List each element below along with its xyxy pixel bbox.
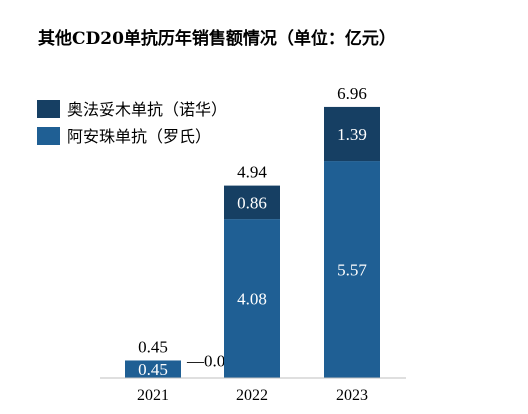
bar-2022-series-0 xyxy=(224,219,280,378)
x-tick-2022: 2022 xyxy=(236,387,268,404)
x-tick-2021: 2021 xyxy=(137,387,169,404)
bar-2023-series-0 xyxy=(324,161,380,378)
data-label-2021-series-0: 0.45 xyxy=(138,360,168,379)
total-label-2021: 0.45 xyxy=(138,337,168,356)
legend: 奥法妥木单抗（诺华） 阿安珠单抗（罗氏） xyxy=(37,100,227,146)
data-label-2023-series-1: 1.39 xyxy=(337,125,367,144)
legend-swatch-series-1 xyxy=(37,100,60,118)
legend-label-series-0: 阿安珠单抗（罗氏） xyxy=(67,127,211,146)
bar-2021-series-0 xyxy=(125,360,181,378)
legend-label-series-1: 奥法妥木单抗（诺华） xyxy=(67,100,227,119)
x-tick-2023: 2023 xyxy=(336,387,368,404)
chart-title: 其他CD20单抗历年销售额情况（单位：亿元） xyxy=(38,28,396,49)
data-label-2022-series-0: 4.08 xyxy=(237,290,267,309)
x-tick-labels: 2021 2022 2023 xyxy=(137,387,368,404)
bar-2022-series-1 xyxy=(224,185,280,220)
legend-swatch-series-0 xyxy=(37,127,60,145)
data-label-2022-series-1: 0.86 xyxy=(237,193,267,212)
total-label-2023: 6.96 xyxy=(337,84,367,103)
data-label-2021-series-1: —0.00 xyxy=(186,351,234,370)
bars-group: 0.45 —0.00 0.45 4.08 0.86 4.94 5.57 1.39 6.96 xyxy=(125,84,380,379)
data-label-2023-series-0: 5.57 xyxy=(337,261,367,280)
bar-2023-series-1 xyxy=(324,106,380,162)
total-label-2022: 4.94 xyxy=(237,163,267,182)
